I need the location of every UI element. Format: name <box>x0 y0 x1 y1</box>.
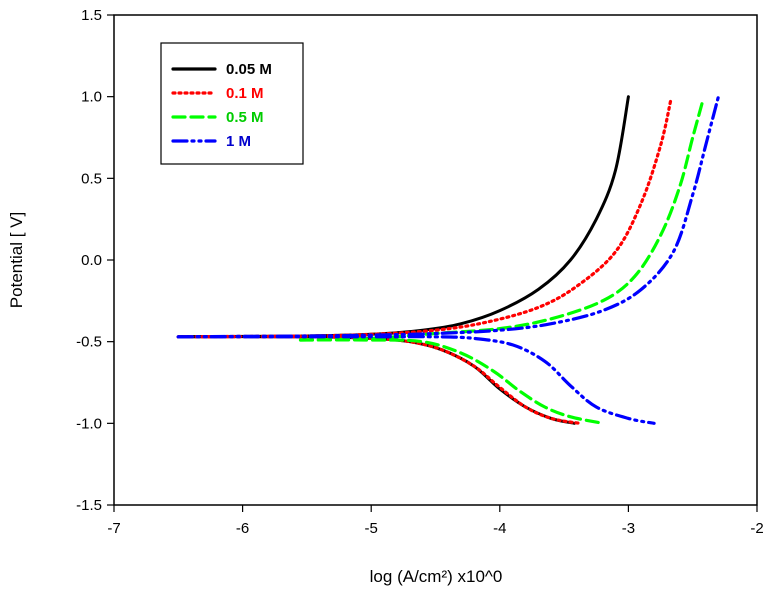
x-tick-label: -2 <box>750 520 763 537</box>
legend-label: 1 M <box>226 133 251 150</box>
series-line-cathodic <box>176 335 656 425</box>
legend: 0.05 M 0.1 M 0.5 M 1 M <box>160 42 304 165</box>
series-line-cathodic <box>298 338 605 425</box>
legend-box <box>160 42 304 165</box>
x-tick-label: -7 <box>107 520 120 537</box>
series-0_5-M <box>298 98 705 425</box>
series-line-cathodic <box>176 335 582 425</box>
y-axis-title: Potential [ V] <box>7 212 26 308</box>
legend-label: 0.5 M <box>226 109 264 126</box>
y-tick-label: 0.5 <box>81 170 102 187</box>
series-line-anodic <box>298 98 705 342</box>
x-axis-title: log (A/cm²) x10^0 <box>370 567 503 586</box>
y-tick-label: 1.0 <box>81 89 102 106</box>
y-tick-label: 1.5 <box>81 7 102 24</box>
legend-label: 0.05 M <box>226 61 272 78</box>
y-axis: -1.5 -1.0 -0.5 0.0 0.5 1.0 1.5 <box>76 7 114 514</box>
y-tick-label: -1.5 <box>76 497 102 514</box>
x-tick-label: -6 <box>236 520 249 537</box>
y-tick-label: -1.0 <box>76 415 102 432</box>
series-line-cathodic <box>176 335 576 425</box>
x-axis: -7 -6 -5 -4 -3 -2 <box>107 505 764 537</box>
x-tick-label: -4 <box>493 520 506 537</box>
legend-label: 0.1 M <box>226 85 264 102</box>
y-tick-label: -0.5 <box>76 334 102 351</box>
x-tick-label: -3 <box>622 520 635 537</box>
series-1-M <box>176 95 720 425</box>
y-tick-label: 0.0 <box>81 252 102 269</box>
series-layer <box>176 95 720 425</box>
x-tick-label: -5 <box>365 520 378 537</box>
